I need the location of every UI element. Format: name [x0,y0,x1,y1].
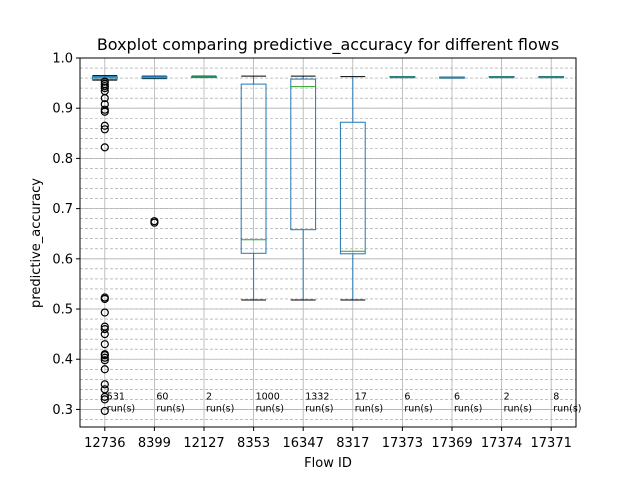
outlier-point [100,340,109,349]
boxplot-16347 [290,75,317,301]
y-tick-label: 0.4 [52,353,73,368]
run-suffix-label: run(s) [454,404,482,415]
outlier-point [100,107,109,116]
iqr-box [290,78,317,231]
plot-frame [79,57,577,428]
y-tick-label: 0.8 [52,152,73,167]
outlier-point [100,395,109,404]
outlier-point [100,94,109,103]
run-suffix-label: run(s) [404,404,432,415]
boxplot-17373 [389,76,416,79]
outlier-point [100,353,109,362]
run-count-label: 1000 [256,392,280,403]
run-count-label: 1332 [305,392,329,403]
x-tick-label: 17369 [431,436,472,451]
y-tick-label: 0.9 [52,102,73,117]
run-suffix-label: run(s) [355,404,383,415]
run-suffix-label: run(s) [504,404,532,415]
run-count-label: 6 [454,392,460,403]
axis-layer: 0.3 0.4 0.5 0.6 0.7 0.8 0.9 1.0 12736 8399 12127 83… [52,52,572,452]
outlier-point [100,330,109,339]
run-count-label: 8 [553,392,559,403]
y-tick-label: 0.5 [52,303,73,318]
x-tick-label: 12127 [183,436,224,451]
run-suffix-label: run(s) [107,404,135,415]
run-suffix-label: run(s) [156,404,184,415]
x-tick-label: 17373 [382,436,423,451]
boxplot-17369 [439,76,465,79]
outlier-point [100,294,109,304]
outlier-point [100,356,109,365]
y-tick-label: 0.6 [52,252,73,267]
boxplot-17371 [538,76,565,79]
iqr-box [339,121,366,255]
run-suffix-label: run(s) [256,404,284,415]
boxplot-8317 [339,76,366,301]
x-tick-label: 8353 [237,436,270,451]
outlier-point [100,406,109,416]
x-axis-label: Flow ID [304,456,352,471]
iqr-box [240,83,267,254]
y-axis-label: predictive_accuracy [29,178,44,308]
y-tick-label: 0.3 [52,403,73,418]
outlier-point [100,125,109,134]
run-label-layer: 531run(s)60run(s)2run(s)1000run(s)1332ru… [107,392,582,415]
run-suffix-label: run(s) [206,404,234,415]
chart-title: Boxplot comparing predictive_accuracy fo… [97,35,559,55]
x-tick-label: 8317 [336,436,369,451]
outlier-point [100,365,109,374]
box-layer [91,75,565,416]
outlier-point [100,392,109,401]
grid-layer [80,57,576,427]
y-tick-label: 1.0 [52,52,73,67]
outlier-point [150,218,159,227]
boxplot-17374 [488,76,515,79]
outlier-point [100,325,109,334]
boxplot-8399 [141,75,168,227]
run-count-label: 531 [107,392,125,403]
run-count-label: 2 [206,392,212,403]
run-suffix-label: run(s) [305,404,333,415]
outlier-point [100,84,109,93]
boxplot-12736 [91,75,118,416]
run-count-label: 2 [504,392,510,403]
x-tick-label: 17371 [531,436,572,451]
y-tick-label: 0.7 [52,202,73,217]
outlier-point [100,143,109,152]
run-suffix-label: run(s) [553,404,581,415]
x-tick-label: 16347 [283,436,324,451]
x-tick-label: 17374 [481,436,522,451]
x-tick-label: 8399 [138,436,171,451]
run-count-label: 60 [156,392,168,403]
x-tick-label: 12736 [84,436,125,451]
run-count-label: 17 [355,392,367,403]
outlier-point [100,380,109,389]
boxplot-12127 [191,75,217,79]
outlier-point [100,351,109,360]
outlier-point [100,308,109,317]
run-count-label: 6 [404,392,410,403]
outlier-point [100,121,109,130]
boxplot-8353 [240,75,267,301]
